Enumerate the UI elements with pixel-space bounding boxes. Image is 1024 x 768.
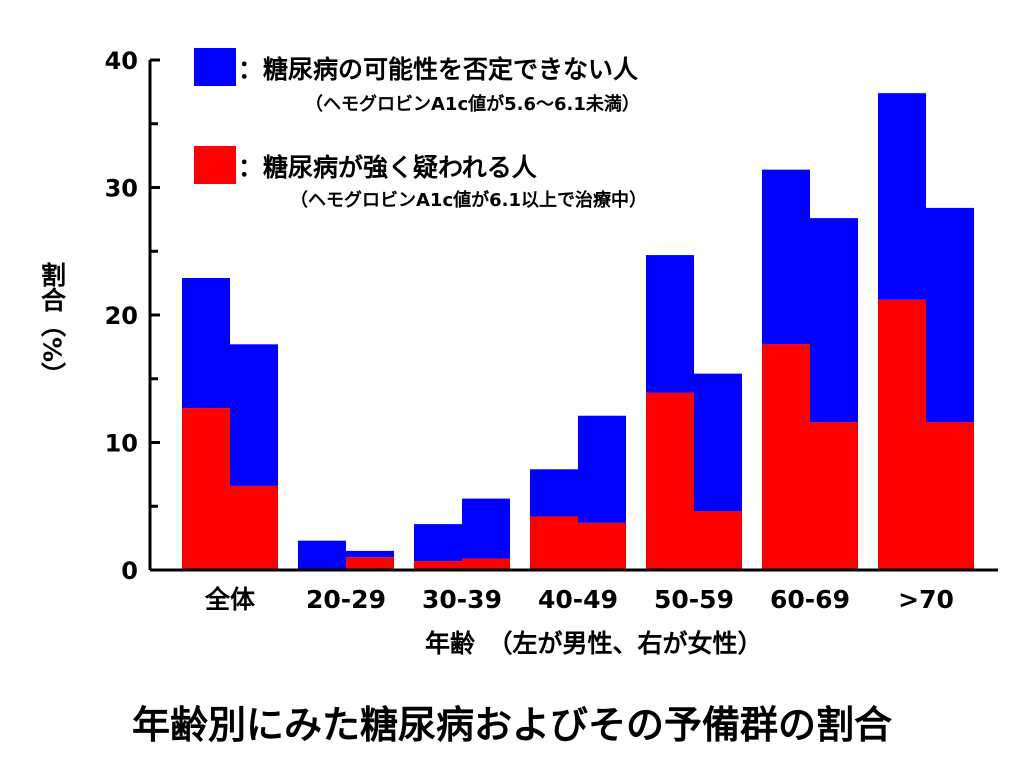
x-tick-label-0: 全体 <box>204 585 256 614</box>
y-tick-label-30: 30 <box>105 175 138 203</box>
bar-blue-male-3 <box>530 469 578 517</box>
bar-blue-female-6 <box>926 207 974 423</box>
legend-sub-blue: （ヘモグロビンA1c値が5.6～6.1未満） <box>305 93 640 115</box>
x-tick-label-6: >70 <box>898 585 954 614</box>
bar-red-female-1 <box>346 557 394 570</box>
bar-blue-female-5 <box>810 218 858 423</box>
x-axis-title: 年齢 （左が男性、右が女性） <box>425 629 763 658</box>
y-tick-label-0: 0 <box>121 557 138 585</box>
bar-red-male-3 <box>530 516 578 570</box>
y-tick-label-10: 10 <box>105 430 138 458</box>
bar-red-female-6 <box>926 422 974 570</box>
y-ticks-group: 0 10 20 30 40 <box>105 47 160 585</box>
x-tick-label-1: 20-29 <box>306 585 386 614</box>
bar-red-female-5 <box>810 422 858 570</box>
x-tick-label-3: 40-49 <box>538 585 618 614</box>
bar-red-female-3 <box>578 522 626 570</box>
x-categories-group: 全体 20-29 30-39 40-49 50-59 60-69 >70 <box>204 585 954 614</box>
bar-red-male-5 <box>762 344 810 570</box>
bar-blue-male-6 <box>878 93 926 300</box>
bar-red-male-4 <box>646 392 694 570</box>
bar-blue-male-2 <box>414 524 462 562</box>
legend-label-blue: ：糖尿病の可能性を否定できない人 <box>238 55 638 84</box>
bar-blue-male-1 <box>298 540 346 570</box>
bar-blue-female-2 <box>462 498 510 559</box>
y-tick-label-20: 20 <box>105 302 138 330</box>
bar-red-female-2 <box>462 558 510 570</box>
bar-blue-male-4 <box>646 255 694 393</box>
bar-red-male-6 <box>878 299 926 570</box>
x-tick-label-4: 50-59 <box>654 585 734 614</box>
y-axis-title: 割合（%） <box>38 261 67 387</box>
bar-red-male-0 <box>182 408 230 570</box>
bar-blue-male-5 <box>762 169 810 345</box>
legend-swatch-red <box>194 146 236 184</box>
legend-sub-red: （ヘモグロビンA1c値が6.1以上で治療中） <box>290 189 647 211</box>
bar-red-female-0 <box>230 485 278 570</box>
bar-blue-male-0 <box>182 278 230 409</box>
x-tick-label-2: 30-39 <box>422 585 502 614</box>
bar-blue-female-1 <box>346 550 394 558</box>
bar-blue-female-3 <box>578 415 626 523</box>
bar-red-female-4 <box>694 511 742 570</box>
bar-blue-female-0 <box>230 344 278 486</box>
bar-blue-female-4 <box>694 373 742 512</box>
bars-group <box>182 93 974 570</box>
legend-swatch-blue <box>194 48 236 86</box>
y-tick-label-40: 40 <box>105 47 138 75</box>
legend-label-red: ：糖尿病が強く疑われる人 <box>238 153 537 182</box>
x-tick-label-5: 60-69 <box>770 585 850 614</box>
bar-red-male-2 <box>414 561 462 570</box>
main-title: 年齢別にみた糖尿病およびその予備群の割合 <box>132 703 892 747</box>
legend: ：糖尿病の可能性を否定できない人 （ヘモグロビンA1c値が5.6～6.1未満） … <box>194 48 647 211</box>
